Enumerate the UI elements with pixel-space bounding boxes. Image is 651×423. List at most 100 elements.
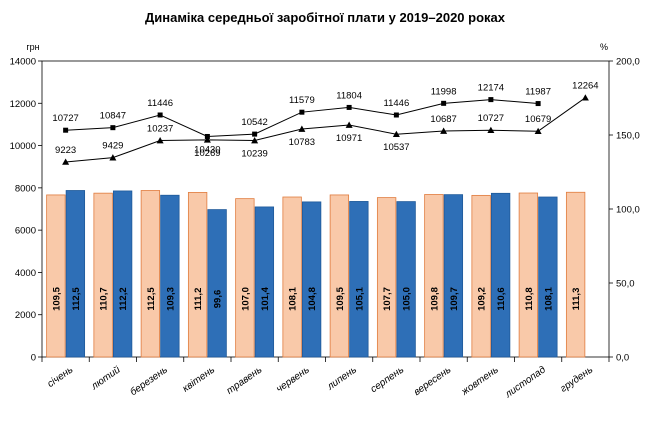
right-axis-tick-label: 0,0 <box>616 353 629 364</box>
line-point-square <box>441 100 447 106</box>
line-point-triangle <box>62 158 70 165</box>
line-value-label: 10237 <box>147 124 173 135</box>
x-axis-category-label: січень <box>45 364 75 389</box>
bar-value-label: 109,2 <box>477 287 488 311</box>
bar-value-label: 111,3 <box>571 288 582 311</box>
line-point-square <box>63 127 69 133</box>
bar-value-label: 108,1 <box>543 286 554 310</box>
right-axis-tick-label: 150,0 <box>616 131 640 142</box>
left-axis-tick-label: 6000 <box>15 226 36 237</box>
bar-series2 <box>301 201 322 358</box>
bar-series1 <box>46 194 66 358</box>
line-value-label: 9223 <box>55 145 76 156</box>
bar-value-label: 107,7 <box>382 287 393 311</box>
left-axis-tick-label: 0 <box>31 353 36 364</box>
bar-series-group: 109,5 110,7 112,5 111,2 107,0 108,1 109,5 107,7… <box>46 190 586 358</box>
line-value-label: 10727 <box>52 113 78 124</box>
x-axis-category-label: квітень <box>181 364 217 394</box>
x-axis-category-label: травень <box>225 364 265 396</box>
x-axis-category-label: липень <box>325 364 359 393</box>
right-axis-tick-label: 100,0 <box>616 205 640 216</box>
bar-series2 <box>396 201 416 358</box>
line-value-label: 11446 <box>147 98 173 109</box>
line-value-label: 11998 <box>431 86 457 97</box>
line-series-group: 10727 10847 11446 10430 10542 11579 11804 11446… <box>52 81 599 165</box>
bar-value-label: 105,1 <box>354 286 365 310</box>
x-axis-category-label: лютий <box>89 364 123 393</box>
line-value-label: 10783 <box>289 137 315 148</box>
x-axis-category-label: листопад <box>503 364 549 401</box>
line-value-label: 10269 <box>194 148 220 159</box>
bar-value-label: 112,2 <box>118 287 129 310</box>
line-point-triangle <box>487 126 495 134</box>
line-point-triangle <box>440 127 448 134</box>
line-point-triangle <box>203 136 211 143</box>
line-point-square <box>299 109 305 115</box>
bar-series2 <box>160 194 180 358</box>
bar-value-label: 104,8 <box>307 287 318 311</box>
bar-value-label: 105,0 <box>402 287 413 311</box>
bar-series1 <box>187 192 208 358</box>
line-point-triangle <box>251 137 259 144</box>
left-axis-tick-label: 14000 <box>10 57 36 68</box>
line-point-square <box>110 125 116 131</box>
bar-value-label: 111,2 <box>193 288 204 311</box>
bar-value-label: 108,1 <box>288 286 299 310</box>
bar-series1 <box>518 192 539 358</box>
left-axis-unit: грн <box>26 42 39 52</box>
bar-series1 <box>93 192 113 358</box>
line-value-label: 10542 <box>241 117 267 128</box>
line-point-triangle <box>581 94 589 101</box>
line-point-square <box>157 112 163 118</box>
line-value-label: 9429 <box>102 141 123 152</box>
bar-series2 <box>349 201 369 358</box>
bar-series1 <box>471 194 491 358</box>
line-value-label: 10537 <box>383 142 409 153</box>
line-series2 <box>65 97 586 163</box>
bar-value-label: 109,7 <box>449 287 460 311</box>
line-value-label: 10687 <box>430 114 456 125</box>
bar-series1 <box>140 190 161 358</box>
left-axis-tick-label: 2000 <box>15 310 36 321</box>
bar-value-label: 110,6 <box>496 287 507 310</box>
line-value-label: 11579 <box>289 95 315 106</box>
right-axis-unit: % <box>600 42 608 52</box>
line-point-square <box>488 97 494 103</box>
bar-series2 <box>538 196 558 358</box>
line-point-triangle <box>534 127 542 135</box>
line-point-triangle <box>156 137 164 144</box>
line-value-label: 10430 <box>194 144 220 155</box>
bar-value-label: 112,5 <box>71 287 82 311</box>
bar-value-label: 107,0 <box>240 287 251 311</box>
chart-title: Динаміка середньої заробітної плати у 20… <box>145 10 506 25</box>
left-axis-tick-label: 4000 <box>15 268 36 279</box>
bar-value-label: 99,6 <box>213 290 224 309</box>
bar-value-label: 101,4 <box>260 286 271 310</box>
bar-series2 <box>254 206 275 358</box>
line-value-label: 10727 <box>478 113 504 124</box>
x-axis-category-label: вересень <box>412 364 453 398</box>
line-value-label: 10239 <box>241 149 267 160</box>
bar-series2 <box>65 190 86 358</box>
x-axis-category-label: червень <box>274 364 311 395</box>
bar-value-label: 110,7 <box>99 287 110 310</box>
left-axis-tick-label: 8000 <box>15 183 36 194</box>
bar-value-label: 109,8 <box>429 287 440 311</box>
x-axis-category-label: серпень <box>369 364 406 395</box>
bar-value-label: 109,5 <box>51 286 62 310</box>
line-point-triangle <box>392 130 400 138</box>
x-axis-category-label: грудень <box>558 364 595 394</box>
left-axis-tick-label: 12000 <box>10 99 36 110</box>
bar-series2 <box>443 194 464 358</box>
bar-series1 <box>424 194 444 358</box>
bar-series1 <box>235 198 255 358</box>
line-value-label: 12174 <box>478 83 504 94</box>
line-point-square <box>346 104 352 110</box>
bar-value-label: 110,8 <box>524 287 535 310</box>
line-value-label: 11804 <box>336 90 362 101</box>
line-point-square <box>393 112 399 118</box>
line-value-label: 10847 <box>100 111 126 122</box>
bar-series2 <box>112 190 133 358</box>
line-point-triangle <box>298 125 306 132</box>
